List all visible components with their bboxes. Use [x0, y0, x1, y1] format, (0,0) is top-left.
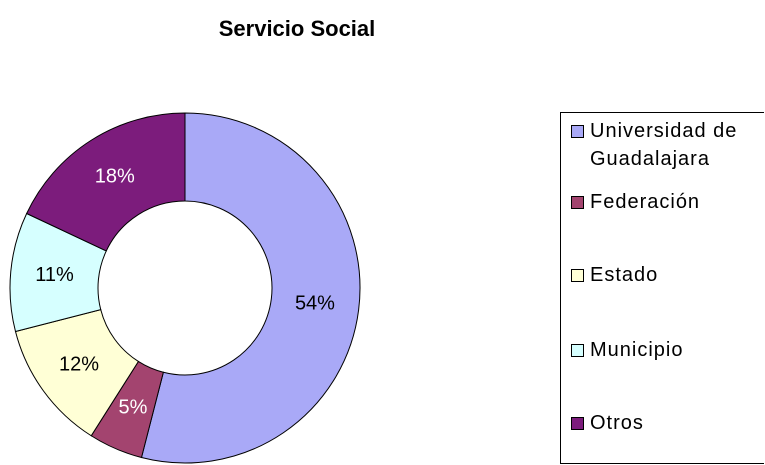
legend-item: Municipio [571, 336, 763, 364]
legend-swatch [571, 125, 584, 138]
legend-swatch [571, 196, 584, 209]
legend-item: Otros [571, 409, 763, 437]
legend-item: Federación [571, 188, 763, 216]
donut-segment [25, 112, 186, 252]
legend-label: Municipio [590, 339, 684, 361]
data-label: 12% [59, 353, 99, 375]
legend-item: Estado [571, 261, 763, 289]
legend-item: Universidad de Guadalajara [571, 117, 763, 173]
legend-label: Otros [590, 412, 644, 434]
legend-swatch [571, 344, 584, 357]
legend-label: Universidad de Guadalajara [590, 120, 738, 170]
data-label: 11% [35, 264, 74, 286]
data-label: 5% [119, 397, 148, 419]
donut-segment [140, 112, 361, 464]
legend-swatch [571, 417, 584, 430]
chart-title: Servicio Social [219, 16, 376, 41]
legend-swatch [571, 269, 584, 282]
legend-label: Estado [590, 264, 659, 286]
data-label: 54% [295, 293, 335, 315]
data-label: 18% [95, 166, 135, 188]
legend-label: Federación [590, 191, 701, 213]
legend: Universidad de Guadalajara Federación Esta… [560, 112, 764, 464]
